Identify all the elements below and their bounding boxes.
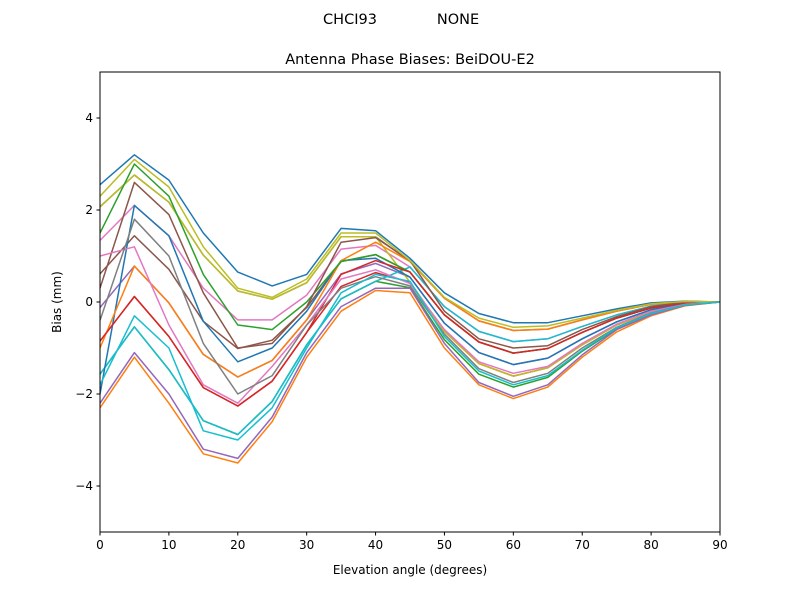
x-tick-label: 90 (712, 538, 727, 552)
series-line-14 (100, 287, 720, 460)
y-tick-label: −2 (75, 387, 93, 401)
chart-title: Antenna Phase Biases: BeiDOU-E2 (285, 52, 535, 68)
y-axis-label: Bias (mm) (50, 271, 64, 333)
y-tick-label: 0 (85, 295, 93, 309)
series-line-0 (100, 154, 720, 324)
series-line-9 (100, 266, 720, 436)
x-tick-label: 70 (575, 538, 590, 552)
x-tick-label: 30 (299, 538, 314, 552)
suptitle-station: CHCI93 (323, 12, 377, 28)
y-tick-label: 4 (85, 111, 93, 125)
x-tick-label: 0 (96, 538, 104, 552)
suptitle-model: NONE (437, 12, 479, 28)
x-tick-label: 50 (437, 538, 452, 552)
series-line-19 (100, 273, 720, 441)
x-tick-label: 80 (643, 538, 658, 552)
y-tick-label: 2 (85, 203, 93, 217)
y-axis: −4 −2 0 2 4 (75, 111, 100, 493)
series-group (100, 154, 720, 464)
x-tick-label: 10 (161, 538, 176, 552)
series-line-1 (100, 289, 720, 464)
series-line-13 (100, 259, 720, 407)
series-line-18 (100, 158, 720, 329)
x-tick-label: 40 (368, 538, 383, 552)
series-line-16 (100, 246, 720, 404)
x-axis-label: Elevation angle (degrees) (333, 563, 487, 577)
x-tick-label: 60 (506, 538, 521, 552)
y-tick-label: −4 (75, 479, 93, 493)
x-tick-label: 20 (230, 538, 245, 552)
x-axis: 0 10 20 30 40 50 60 70 80 90 (96, 532, 728, 552)
series-line-10 (100, 204, 720, 395)
